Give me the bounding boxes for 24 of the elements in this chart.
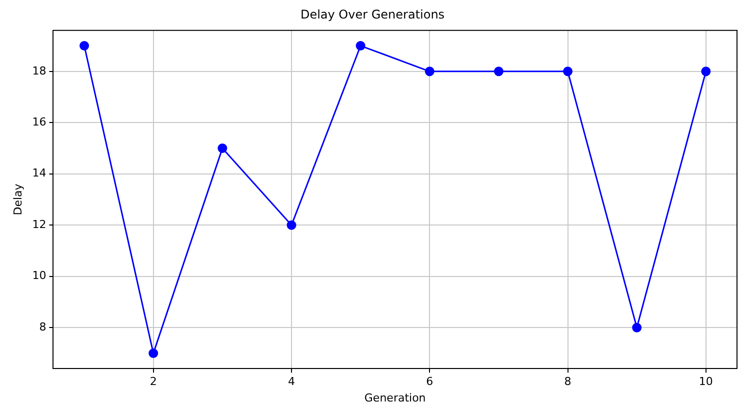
x-axis-title: Generation bbox=[364, 391, 426, 404]
point bbox=[80, 41, 90, 51]
x-tick-label: 6 bbox=[426, 375, 434, 388]
x-tick-label: 8 bbox=[564, 375, 572, 388]
point bbox=[563, 66, 573, 76]
point bbox=[701, 66, 711, 76]
y-tick-label: 14 bbox=[32, 166, 46, 180]
y-tick-label: 16 bbox=[32, 115, 46, 128]
point bbox=[356, 41, 366, 51]
y-tick-label: 8 bbox=[39, 320, 46, 334]
point bbox=[286, 220, 296, 230]
y-tick-label: 18 bbox=[32, 64, 46, 78]
chart-title: Delay Over Generations bbox=[300, 7, 445, 22]
y-tick-label: 12 bbox=[32, 218, 46, 231]
point bbox=[494, 66, 504, 76]
x-tick-label: 2 bbox=[150, 375, 157, 388]
y-tick-label: 10 bbox=[32, 269, 46, 282]
point bbox=[424, 66, 434, 76]
point bbox=[148, 348, 158, 358]
point bbox=[632, 322, 642, 332]
point bbox=[218, 144, 228, 154]
y-axis-title: Delay bbox=[11, 183, 24, 216]
x-tick-label: 4 bbox=[288, 375, 295, 388]
x-tick-label: 10 bbox=[698, 375, 713, 388]
